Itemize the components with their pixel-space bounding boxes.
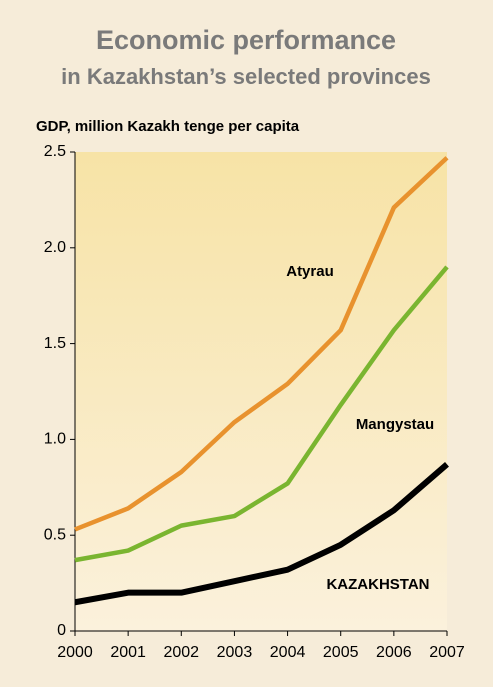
x-tick-label: 2005 xyxy=(323,644,359,661)
series-label: Mangystau xyxy=(356,416,434,433)
y-tick-label: 2.0 xyxy=(44,239,66,256)
series-line xyxy=(74,462,449,606)
series-label: KAZAKHSTAN xyxy=(326,576,429,593)
plot-area xyxy=(75,152,447,631)
y-axis-label: GDP, million Kazakh tenge per capita xyxy=(36,118,300,135)
y-tick-label: 0.5 xyxy=(44,526,66,543)
x-tick-label: 2007 xyxy=(429,644,465,661)
y-tick-label: 1.5 xyxy=(44,335,66,352)
chart-title: Economic performance xyxy=(96,25,396,55)
series-line xyxy=(74,156,449,532)
chart-subtitle: in Kazakhstan’s selected provinces xyxy=(61,64,431,89)
x-tick-label: 2006 xyxy=(376,644,412,661)
y-tick-label: 0 xyxy=(57,622,66,639)
series-label: Atyrau xyxy=(286,263,334,280)
x-tick-label: 2001 xyxy=(110,644,146,661)
x-tick-label: 2003 xyxy=(217,644,253,661)
x-tick-label: 2000 xyxy=(57,644,93,661)
x-tick-label: 2004 xyxy=(270,644,306,661)
y-tick-label: 2.5 xyxy=(44,143,66,160)
y-tick-label: 1.0 xyxy=(44,431,66,448)
series-line xyxy=(74,265,449,563)
x-tick-label: 2002 xyxy=(163,644,199,661)
